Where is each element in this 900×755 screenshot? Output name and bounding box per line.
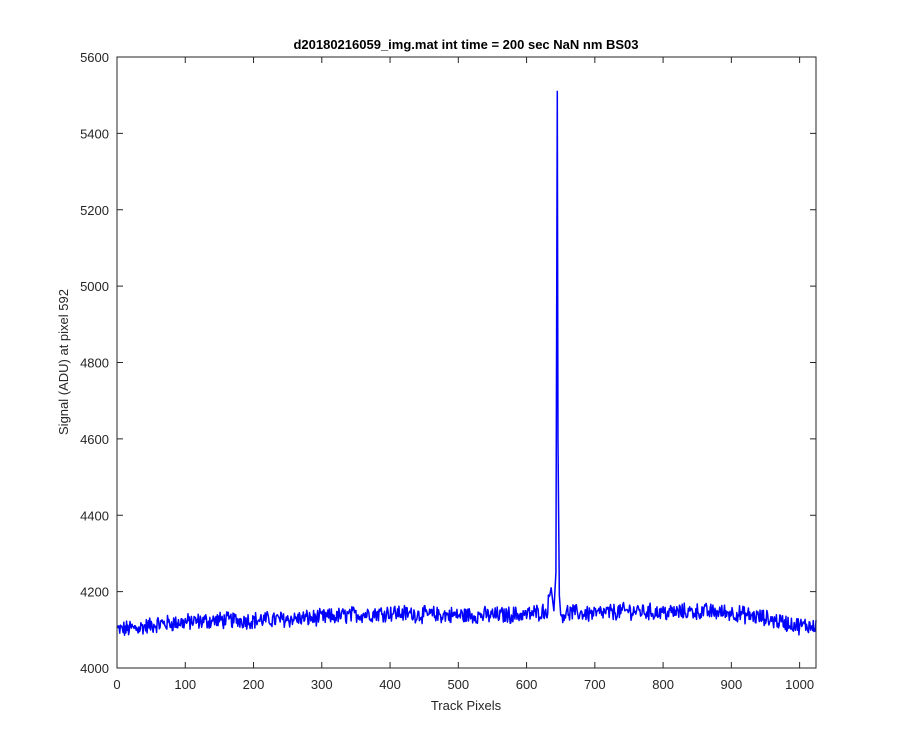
x-tick-label: 200	[243, 677, 265, 692]
x-axis-label: Track Pixels	[431, 698, 502, 713]
x-tick-label: 400	[379, 677, 401, 692]
x-tick-label: 0	[113, 677, 120, 692]
plot-area	[117, 57, 816, 668]
chart-title: d20180216059_img.mat int time = 200 sec …	[293, 37, 638, 52]
x-tick-label: 500	[447, 677, 469, 692]
y-tick-label: 4000	[80, 661, 109, 676]
y-tick-label: 5000	[80, 279, 109, 294]
x-tick-label: 100	[174, 677, 196, 692]
y-tick-label: 4600	[80, 432, 109, 447]
y-tick-label: 4800	[80, 356, 109, 371]
y-tick-label: 4400	[80, 508, 109, 523]
y-tick-label: 4200	[80, 585, 109, 600]
x-tick-label: 900	[721, 677, 743, 692]
axes-layer: 0 100 200 300 400 500 600 700 800 900 1000 4000 4200…	[80, 50, 817, 692]
x-tick-label: 700	[584, 677, 606, 692]
x-tick-label: 800	[652, 677, 674, 692]
y-tick-label: 5400	[80, 126, 109, 141]
x-tick-label: 1000	[785, 677, 814, 692]
y-tick-label: 5200	[80, 203, 109, 218]
x-tick-label: 600	[516, 677, 538, 692]
x-tick-label: 300	[311, 677, 333, 692]
y-axis-label: Signal (ADU) at pixel 592	[56, 289, 71, 435]
y-tick-label: 5600	[80, 50, 109, 65]
series-layer	[116, 90, 817, 636]
series-line	[116, 90, 817, 636]
